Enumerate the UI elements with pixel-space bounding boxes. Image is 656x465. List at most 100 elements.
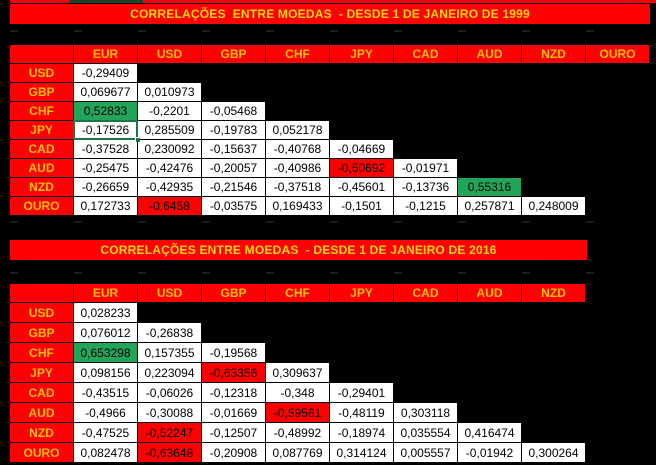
cell-chf-gbp[interactable]: -0,05468 [202, 102, 265, 120]
cell-chf-gbp[interactable]: -0,19568 [202, 343, 265, 362]
empty-cell[interactable] [586, 64, 649, 82]
row-label-cad[interactable]: CAD [10, 140, 73, 158]
empty-cell[interactable] [330, 343, 393, 362]
empty-cell[interactable] [330, 323, 393, 342]
empty-cell[interactable] [394, 303, 457, 322]
empty-cell[interactable] [458, 303, 521, 322]
empty-cell[interactable] [458, 140, 521, 158]
empty-cell[interactable] [458, 403, 521, 422]
cell-usd-eur[interactable]: 0,028233 [74, 303, 137, 322]
cell-jpy-gbp[interactable]: -0,19783 [202, 121, 265, 139]
cell-nzd-eur[interactable]: -0,47525 [74, 423, 137, 442]
cell-aud-gbp[interactable]: -0,20057 [202, 159, 265, 177]
empty-cell[interactable] [394, 323, 457, 342]
row-label-chf[interactable]: CHF [10, 102, 73, 120]
cell-jpy-usd[interactable]: 0,223094 [138, 363, 201, 382]
cell-nzd-aud[interactable]: 0,416474 [458, 423, 521, 442]
row-label-jpy[interactable]: JPY [10, 363, 73, 382]
empty-cell[interactable] [394, 83, 457, 101]
cell-nzd-jpy[interactable]: -0,18974 [330, 423, 393, 442]
cell-cad-usd[interactable]: 0,230092 [138, 140, 201, 158]
cell-ouro-eur[interactable]: 0,082478 [74, 443, 137, 462]
row-label-nzd[interactable]: NZD [10, 423, 73, 442]
cell-aud-jpy[interactable]: -0,48119 [330, 403, 393, 422]
cell-jpy-eur[interactable]: 0,098156 [74, 363, 137, 382]
row-label-ouro[interactable]: OURO [10, 443, 73, 462]
corner-cell[interactable] [10, 284, 73, 302]
cell-gbp-eur[interactable]: 0,076012 [74, 323, 137, 342]
cell-ouro-chf[interactable]: 0,169433 [266, 197, 329, 215]
row-label-usd[interactable]: USD [10, 303, 73, 322]
cell-chf-usd[interactable]: -0,2201 [138, 102, 201, 120]
cell-nzd-usd[interactable]: -0,52247 [138, 423, 201, 442]
column-header-eur[interactable]: EUR [74, 284, 137, 302]
column-header-chf[interactable]: CHF [266, 45, 329, 63]
empty-cell[interactable] [522, 83, 585, 101]
empty-cell[interactable] [586, 178, 649, 196]
cell-ouro-jpy[interactable]: -0,1501 [330, 197, 393, 215]
empty-cell[interactable] [458, 64, 521, 82]
column-header-cad[interactable]: CAD [394, 45, 457, 63]
empty-cell[interactable] [458, 323, 521, 342]
row-label-gbp[interactable]: GBP [10, 323, 73, 342]
empty-cell[interactable] [458, 363, 521, 382]
row-label-cad[interactable]: CAD [10, 383, 73, 402]
empty-cell[interactable] [458, 343, 521, 362]
empty-cell[interactable] [138, 303, 201, 322]
empty-cell[interactable] [266, 83, 329, 101]
cell-nzd-usd[interactable]: -0,42935 [138, 178, 201, 196]
empty-cell[interactable] [394, 383, 457, 402]
column-header-nzd[interactable]: NZD [522, 45, 585, 63]
cell-ouro-nzd[interactable]: 0,248009 [522, 197, 585, 215]
cell-aud-usd[interactable]: -0,30088 [138, 403, 201, 422]
empty-cell[interactable] [522, 121, 585, 139]
column-header-eur[interactable]: EUR [74, 45, 137, 63]
empty-cell[interactable] [522, 64, 585, 82]
row-label-chf[interactable]: CHF [10, 343, 73, 362]
cell-chf-eur[interactable]: 0,52833 [74, 102, 137, 120]
empty-cell[interactable] [586, 102, 649, 120]
empty-cell[interactable] [522, 403, 585, 422]
cell-ouro-chf[interactable]: 0,087769 [266, 443, 329, 462]
cell-ouro-jpy[interactable]: 0,314124 [330, 443, 393, 462]
cell-ouro-aud[interactable]: 0,257871 [458, 197, 521, 215]
cell-nzd-eur[interactable]: -0,26659 [74, 178, 137, 196]
empty-cell[interactable] [586, 197, 649, 215]
empty-cell[interactable] [586, 121, 649, 139]
empty-cell[interactable] [394, 121, 457, 139]
column-header-gbp[interactable]: GBP [202, 284, 265, 302]
column-header-jpy[interactable]: JPY [330, 284, 393, 302]
column-header-usd[interactable]: USD [138, 45, 201, 63]
cell-aud-chf[interactable]: -0,40986 [266, 159, 329, 177]
empty-cell[interactable] [266, 64, 329, 82]
column-header-ouro[interactable]: OURO [586, 45, 649, 63]
empty-cell[interactable] [522, 140, 585, 158]
cell-nzd-gbp[interactable]: -0,21546 [202, 178, 265, 196]
empty-cell[interactable] [330, 83, 393, 101]
empty-cell[interactable] [330, 121, 393, 139]
column-header-nzd[interactable]: NZD [522, 284, 585, 302]
row-label-aud[interactable]: AUD [10, 403, 73, 422]
row-label-nzd[interactable]: NZD [10, 178, 73, 196]
cell-gbp-usd[interactable]: -0,26838 [138, 323, 201, 342]
cell-jpy-eur[interactable]: -0,17526 [73, 120, 140, 142]
empty-cell[interactable] [394, 140, 457, 158]
cell-nzd-cad[interactable]: 0,035554 [394, 423, 457, 442]
column-header-aud[interactable]: AUD [458, 284, 521, 302]
cell-aud-eur[interactable]: -0,4966 [74, 403, 137, 422]
column-header-usd[interactable]: USD [138, 284, 201, 302]
cell-cad-gbp[interactable]: -0,12318 [202, 383, 265, 402]
empty-cell[interactable] [522, 323, 585, 342]
empty-cell[interactable] [522, 363, 585, 382]
cell-nzd-chf[interactable]: -0,48992 [266, 423, 329, 442]
cell-chf-eur[interactable]: 0,653298 [74, 343, 137, 362]
row-label-usd[interactable]: USD [10, 64, 73, 82]
cell-ouro-nzd[interactable]: 0,300264 [522, 443, 585, 462]
cell-ouro-aud[interactable]: -0,01942 [458, 443, 521, 462]
empty-cell[interactable] [330, 64, 393, 82]
empty-cell[interactable] [522, 383, 585, 402]
column-header-aud[interactable]: AUD [458, 45, 521, 63]
cell-cad-jpy[interactable]: -0,04669 [330, 140, 393, 158]
empty-cell[interactable] [138, 64, 201, 82]
cell-cad-usd[interactable]: -0,06026 [138, 383, 201, 402]
